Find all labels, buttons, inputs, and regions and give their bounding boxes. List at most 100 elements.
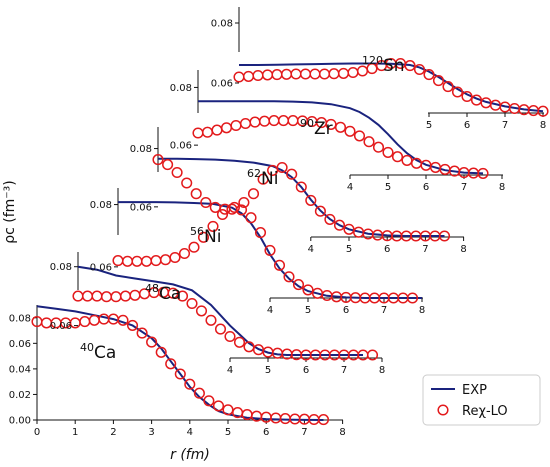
rex-point (347, 66, 359, 79)
y-tick-label: 0.08 (170, 83, 192, 94)
y-tick-label: 0.00 (9, 416, 31, 427)
rex-point (280, 68, 293, 80)
rex-point (110, 291, 122, 303)
rex-point (238, 196, 250, 209)
x-tick-label: 7 (502, 120, 508, 131)
x-tick-label: 6 (384, 244, 390, 255)
nucleus-mass: 120 (362, 54, 383, 67)
rex-point (247, 188, 260, 200)
rex-point (423, 69, 435, 81)
x-tick-label: 5 (305, 305, 311, 316)
rex-point (136, 327, 148, 339)
nucleus-symbol: Zr (314, 119, 333, 139)
legend-box (422, 374, 541, 426)
rex-point (438, 230, 451, 242)
panel-40ca: 0.00 0.02 0.04 0.06 0.08 0 1 2 3 4 5 6 7 8 40Ca (9, 305, 346, 438)
rex-point (159, 254, 172, 266)
rex-point (152, 154, 164, 166)
nucleus-mass: 48 (145, 282, 159, 295)
rex-point (98, 313, 110, 325)
rex-point (171, 166, 183, 179)
x-tick-label: 7 (461, 182, 467, 193)
rex-point (81, 290, 94, 302)
rex-point (146, 336, 158, 348)
y-tick-label: 0.08 (50, 262, 72, 273)
rex-point (203, 395, 215, 407)
rex-point (119, 290, 132, 302)
y-tick-label: 0.08 (9, 313, 31, 324)
nucleus-symbol: Ni (261, 169, 278, 189)
rex-point (100, 291, 113, 303)
y-tick-label: 0.04 (9, 364, 31, 375)
y-tick-label: 0.06 (50, 321, 72, 332)
x-tick-label: 3 (148, 427, 154, 438)
x-tick-label: 5 (346, 244, 352, 255)
rex-point (413, 63, 426, 76)
x-tick-label: 4 (227, 365, 233, 376)
rex-point (461, 90, 473, 103)
nucleus-symbol: Ca (159, 284, 181, 304)
rex-point (117, 314, 129, 326)
x-tick-label: 6 (423, 182, 429, 193)
rex-point (287, 115, 299, 127)
rex-point (333, 219, 346, 231)
rex-point (91, 290, 103, 302)
rex-point (404, 60, 416, 72)
x-tick-label: 5 (265, 365, 271, 376)
rex-point (188, 241, 200, 253)
rex-point (112, 255, 124, 267)
rex-point (233, 336, 246, 348)
rex-point (245, 212, 257, 224)
y-tick-label: 0.02 (9, 390, 31, 401)
legend-exp-label: EXP (462, 383, 487, 398)
nucleus-mass: 40 (80, 341, 94, 354)
rex-point (235, 204, 248, 216)
nucleus-label: 48Ca (145, 282, 181, 304)
x-tick-label: 4 (267, 305, 273, 316)
rex-point (283, 271, 295, 283)
rex-point (186, 297, 198, 310)
nucleus-label: 56Ni (190, 225, 221, 247)
rex-point (366, 63, 378, 75)
rex-point (230, 119, 242, 132)
rex-point (129, 289, 141, 301)
rex-point (205, 314, 217, 326)
rex-point (477, 167, 489, 179)
rex-point (353, 130, 366, 142)
rex-point (344, 125, 356, 137)
rex-point (233, 71, 245, 83)
rex-point (178, 247, 191, 260)
rex-point (309, 68, 321, 80)
rex-point (295, 181, 307, 193)
rex-point (200, 196, 212, 209)
x-tick-label: 8 (419, 305, 425, 316)
x-tick-label: 8 (339, 427, 345, 438)
rex-point (190, 188, 202, 200)
y-tick-label: 0.06 (170, 141, 192, 152)
rex-point (140, 255, 153, 267)
rex-point (366, 349, 379, 361)
nucleus-mass: 56 (190, 225, 204, 238)
legend-rex-label: Reχ-LO (462, 404, 508, 419)
y-tick-label: 0.08 (130, 144, 152, 155)
x-tick-label: 6 (263, 427, 269, 438)
rex-point (268, 115, 280, 127)
rex-point (324, 213, 336, 225)
rex-point (442, 81, 454, 93)
nucleus-label: 90Zr (300, 117, 333, 139)
nucleus-label: 120Sn (362, 54, 405, 76)
x-tick-label: 6 (303, 365, 309, 376)
legend: EXP Reχ-LO (422, 374, 541, 426)
x-tick-label: 7 (341, 365, 347, 376)
rex-point (299, 68, 312, 80)
y-tick-label: 0.08 (211, 19, 233, 30)
exp-curve (239, 62, 544, 113)
rex-point (228, 201, 240, 213)
rex-point (79, 316, 91, 328)
rex-point (121, 255, 134, 267)
rex-point (337, 67, 350, 79)
rex-point (88, 314, 100, 326)
rex-point (334, 121, 347, 133)
x-tick-label: 7 (381, 305, 387, 316)
